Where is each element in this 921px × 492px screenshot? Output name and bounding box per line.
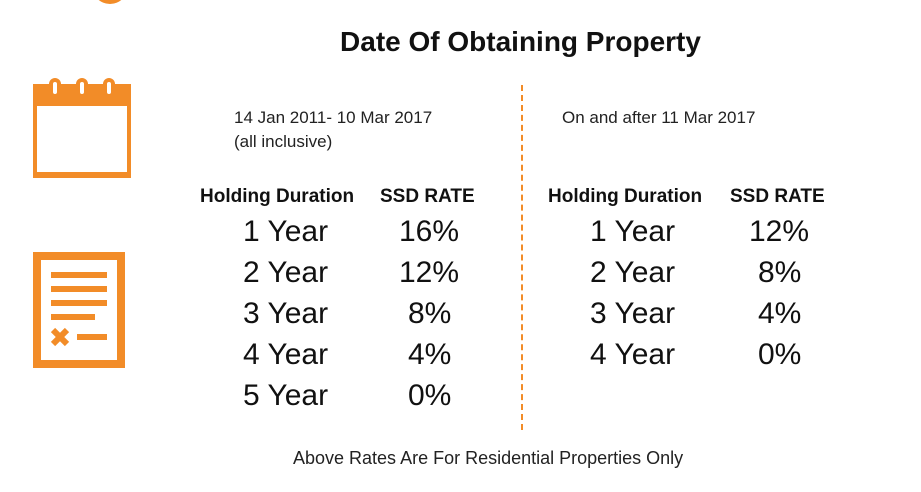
period-right-line1: On and after 11 Mar 2017	[562, 108, 756, 127]
left-duration-3: 3 Year	[243, 297, 329, 330]
right-rate-4: 0%	[758, 338, 802, 371]
right-duration-4: 4 Year	[590, 338, 676, 371]
header-holding-duration-left: Holding Duration	[200, 186, 355, 207]
left-rate-5: 0%	[408, 379, 452, 412]
decorative-arc	[92, 0, 128, 4]
column-divider	[521, 85, 523, 430]
period-left-line1: 14 Jan 2011- 10 Mar 2017	[234, 108, 433, 127]
period-left-line2: (all inclusive)	[234, 132, 333, 151]
left-duration-4: 4 Year	[243, 338, 329, 371]
header-ssd-rate-left: SSD RATE	[380, 186, 475, 207]
right-duration-3: 3 Year	[590, 297, 676, 330]
right-rate-2: 8%	[758, 256, 802, 289]
left-duration-5: 5 Year	[243, 379, 329, 412]
right-duration-2: 2 Year	[590, 256, 676, 289]
footnote: Above Rates Are For Residential Properti…	[293, 448, 684, 468]
page-title: Date Of Obtaining Property	[340, 26, 701, 57]
left-rate-1: 16%	[399, 215, 460, 248]
right-rate-1: 12%	[749, 215, 810, 248]
right-rate-3: 4%	[758, 297, 802, 330]
header-holding-duration-right: Holding Duration	[548, 186, 703, 207]
left-rate-3: 8%	[408, 297, 452, 330]
period-label-left: 14 Jan 2011- 10 Mar 2017 (all inclusive)	[234, 106, 504, 154]
header-ssd-rate-right: SSD RATE	[730, 186, 825, 207]
left-rate-4: 4%	[408, 338, 452, 371]
left-duration-2: 2 Year	[243, 256, 329, 289]
left-duration-1: 1 Year	[243, 215, 329, 248]
period-label-right: On and after 11 Mar 2017	[562, 106, 842, 130]
left-rate-2: 12%	[399, 256, 460, 289]
calendar-icon	[33, 78, 131, 178]
right-duration-1: 1 Year	[590, 215, 676, 248]
document-icon	[33, 252, 125, 368]
